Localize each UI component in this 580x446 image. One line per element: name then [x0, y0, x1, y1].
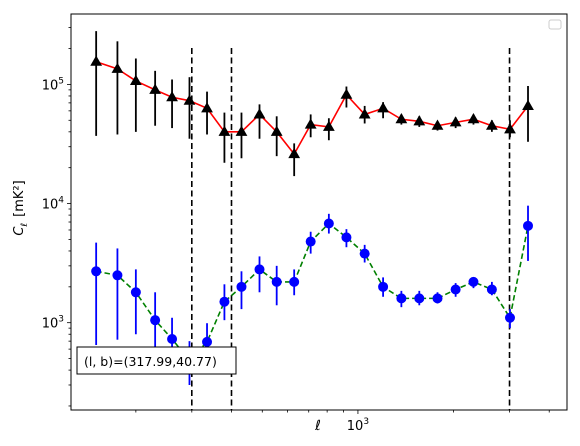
data-point-triangle — [413, 115, 426, 126]
data-point-circle — [432, 293, 443, 304]
data-point-triangle — [270, 125, 283, 136]
data-point-circle — [219, 296, 230, 307]
y-ticks: 103 104 105 — [42, 27, 71, 407]
data-point-circle — [468, 276, 479, 287]
annotation-text: (l, b)=(317.99,40.77) — [84, 354, 217, 369]
data-point-circle — [202, 336, 213, 347]
data-point-triangle — [504, 123, 516, 134]
data-point-triangle — [218, 125, 231, 136]
data-point-triangle — [201, 102, 213, 113]
y-tick-label: 103 — [42, 315, 64, 332]
data-point-triangle — [166, 91, 178, 102]
data-point-circle — [323, 218, 334, 229]
vertical-lines — [191, 48, 511, 410]
data-point-circle — [523, 220, 534, 231]
data-point-triangle — [449, 116, 462, 127]
data-point-triangle — [377, 102, 389, 113]
x-axis-label: ℓ — [314, 418, 321, 434]
data-point-triangle — [235, 125, 248, 136]
data-point-circle — [254, 264, 265, 275]
data-point-triangle — [149, 83, 162, 94]
data-point-circle — [378, 281, 389, 292]
data-point-triangle — [304, 118, 317, 129]
data-point-triangle — [322, 120, 335, 131]
data-point-circle — [130, 287, 141, 298]
y-axis-label-sub: ℓ — [20, 223, 30, 228]
data-point-triangle — [253, 108, 266, 119]
data-point-circle — [450, 284, 461, 295]
data-point-circle — [150, 315, 161, 326]
data-point-circle — [112, 270, 123, 281]
data-point-circle — [91, 266, 102, 277]
y-axis-label-unit: [mK²] — [12, 180, 27, 217]
data-point-circle — [486, 284, 497, 295]
y-tick-label: 104 — [42, 196, 65, 213]
x-ticks: 103 — [135, 410, 550, 434]
data-point-circle — [396, 293, 407, 304]
data-point-triangle — [522, 99, 534, 110]
data-point-triangle — [111, 62, 124, 73]
data-point-triangle — [288, 147, 301, 159]
data-point-triangle — [340, 88, 353, 99]
data-point-triangle — [90, 55, 103, 66]
series-1 — [90, 31, 534, 177]
data-point-triangle — [431, 119, 444, 130]
series-group — [90, 31, 534, 385]
annotation-box: (l, b)=(317.99,40.77) — [76, 346, 237, 375]
data-point-triangle — [395, 113, 408, 124]
series-line — [95, 60, 529, 156]
data-point-circle — [305, 236, 316, 247]
y-axis-label-main: C — [12, 226, 27, 236]
data-point-triangle — [467, 113, 480, 124]
data-point-circle — [271, 276, 282, 287]
x-tick-label: 103 — [347, 417, 369, 434]
data-point-circle — [341, 232, 352, 243]
data-point-triangle — [183, 94, 196, 105]
legend-box — [548, 19, 562, 30]
data-point-circle — [236, 281, 247, 292]
data-point-triangle — [129, 74, 142, 85]
data-point-triangle — [358, 108, 371, 119]
data-point-circle — [289, 276, 300, 287]
data-point-triangle — [485, 119, 498, 130]
plot-frame — [70, 13, 568, 411]
y-tick-label: 105 — [42, 76, 64, 93]
data-point-circle — [167, 333, 178, 344]
y-axis-label: Cℓ [mK²] — [12, 180, 30, 235]
data-point-circle — [414, 293, 425, 304]
data-point-circle — [359, 248, 370, 259]
data-point-circle — [504, 312, 515, 323]
